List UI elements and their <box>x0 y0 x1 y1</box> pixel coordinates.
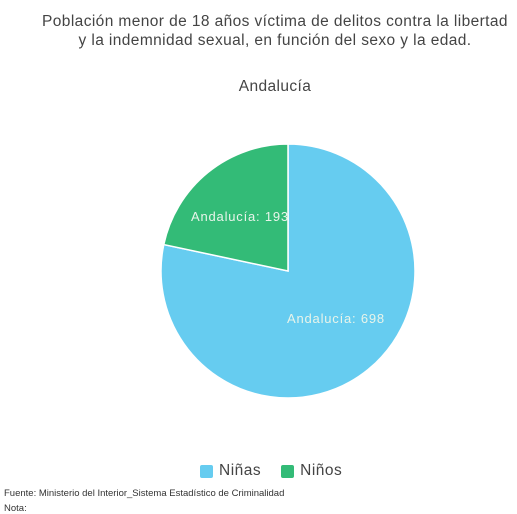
legend-swatch-ninas <box>200 464 213 478</box>
note-label: Nota: <box>4 503 27 514</box>
legend-label-ninos: Niños <box>300 462 343 479</box>
legend-label-ninas: Niñas <box>219 462 262 479</box>
chart-title: Población menor de 18 años víctima de de… <box>42 13 508 49</box>
legend-item-ninos[interactable]: Niños <box>281 462 342 480</box>
data-label-ninas: Andalucía: 698 <box>287 311 385 326</box>
chart-subtitle: Andalucía <box>238 78 312 95</box>
legend-swatch-ninos <box>281 464 295 478</box>
pie-slice-ninos[interactable] <box>162 143 289 272</box>
data-label-ninos: Andalucía: 193 <box>191 209 289 224</box>
source-note: Fuente: Ministerio del Interior_Sistema … <box>4 488 285 499</box>
legend: Niñas Niños <box>200 462 342 480</box>
pie-slice-ninas[interactable] <box>160 143 416 399</box>
legend-item-ninas[interactable]: Niñas <box>200 462 261 480</box>
